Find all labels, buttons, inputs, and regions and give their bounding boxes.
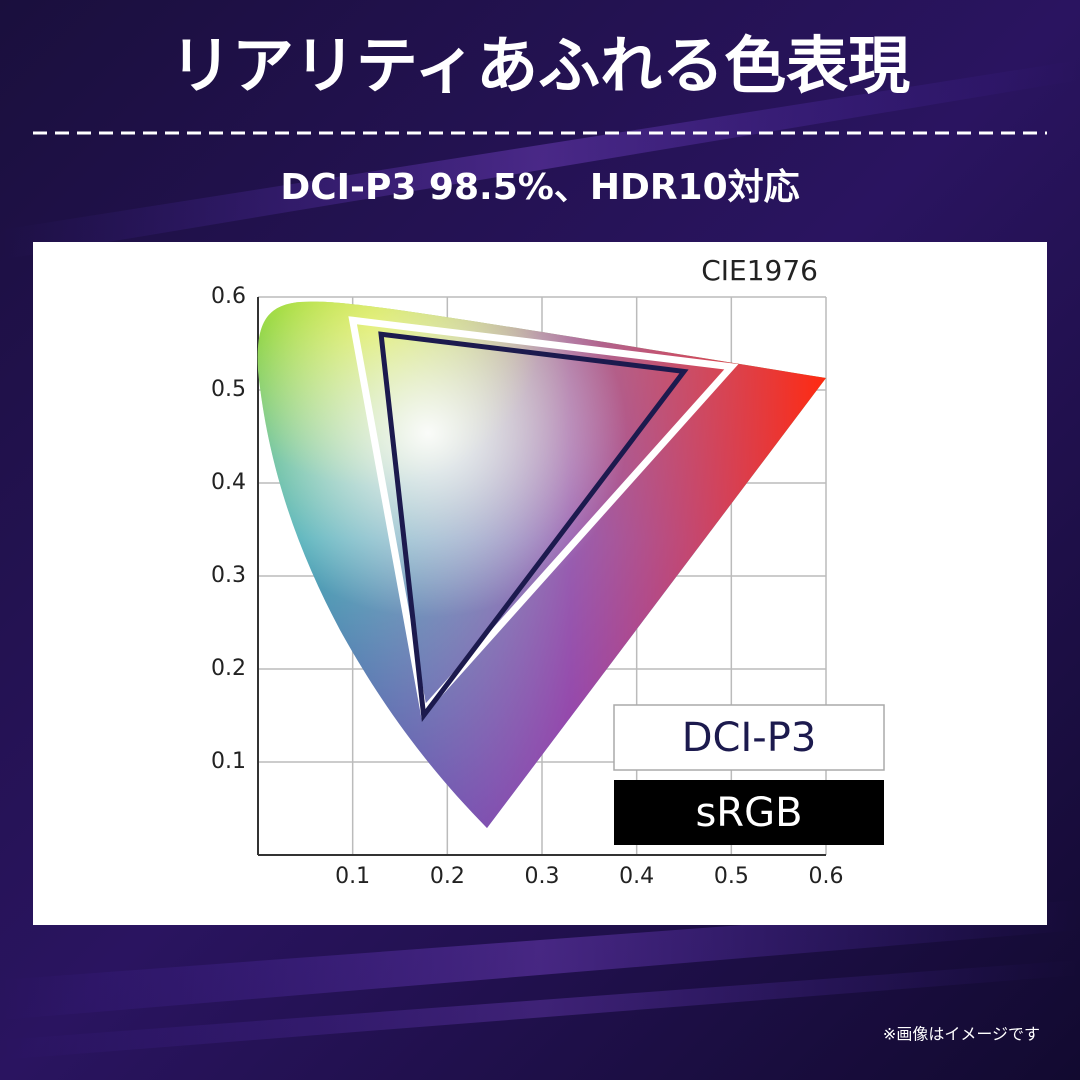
y-tick-label: 0.3 — [211, 563, 246, 588]
footnote: ※画像はイメージです — [883, 1025, 1040, 1044]
y-tick-label: 0.6 — [211, 284, 246, 309]
y-tick-label: 0.1 — [211, 749, 246, 774]
x-tick-label: 0.3 — [525, 864, 560, 889]
page-title: リアリティあふれる色表現 — [170, 29, 910, 102]
chart-title: CIE1976 — [701, 254, 818, 287]
x-tick-label: 0.2 — [430, 864, 465, 889]
gamut-triangle — [378, 331, 689, 723]
legend-label: DCI-P3 — [682, 715, 817, 761]
y-tick-label: 0.2 — [211, 656, 246, 681]
subtitle: DCI-P3 98.5%、HDR10対応 — [280, 167, 799, 208]
y-tick-label: 0.4 — [211, 470, 246, 495]
y-tick-label: 0.5 — [211, 377, 246, 402]
decor-streak — [0, 60, 1080, 260]
x-tick-label: 0.5 — [714, 864, 749, 889]
gamut-triangle — [348, 316, 739, 719]
legend-box — [614, 780, 884, 845]
legend-box — [613, 704, 885, 771]
x-tick-label: 0.6 — [809, 864, 844, 889]
decor-streak — [0, 960, 1080, 1060]
legend-label: sRGB — [695, 790, 802, 836]
spectral-locus — [257, 301, 826, 828]
plot: CIE1976 0.1 0.2 0.3 0.4 0.5 0.6 0.1 0.2 0.3 0.4 0.5… — [211, 254, 885, 889]
x-tick-label: 0.1 — [335, 864, 370, 889]
decor-streak — [0, 900, 1080, 1020]
x-tick-label: 0.4 — [619, 864, 654, 889]
